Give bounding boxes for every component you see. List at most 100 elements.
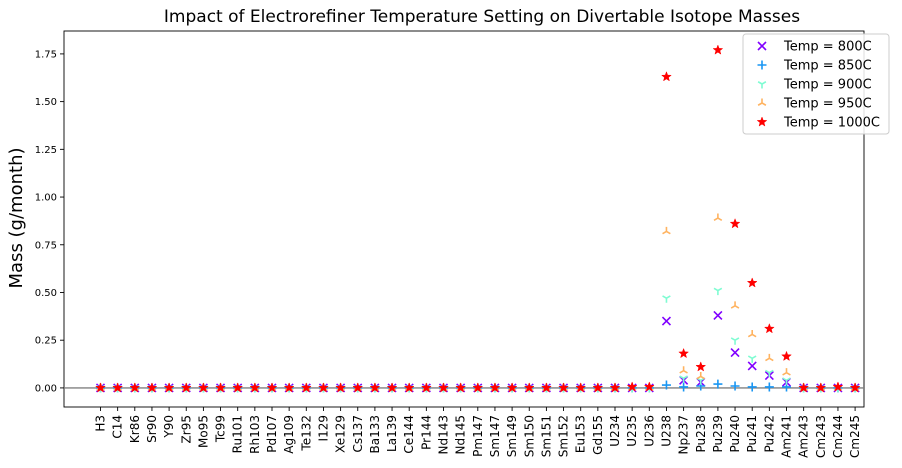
data-point bbox=[523, 382, 535, 393]
data-point bbox=[747, 329, 757, 338]
y-tick-label: 1.75 bbox=[35, 49, 57, 60]
data-point bbox=[747, 382, 757, 392]
data-point bbox=[712, 44, 724, 55]
data-point bbox=[163, 382, 175, 393]
x-tick-label: Zr95 bbox=[179, 415, 193, 443]
data-point bbox=[661, 316, 672, 326]
legend-label: Temp = 1000C bbox=[783, 116, 880, 131]
data-point bbox=[197, 382, 209, 393]
x-tick-label: U236 bbox=[642, 415, 656, 447]
x-tick-label: Sm150 bbox=[522, 415, 536, 457]
data-point bbox=[472, 382, 484, 393]
data-point bbox=[129, 382, 141, 393]
x-tick-label: Eu153 bbox=[574, 415, 588, 453]
x-tick-label: Tc99 bbox=[214, 415, 228, 443]
data-point bbox=[335, 382, 347, 393]
data-point bbox=[643, 381, 655, 392]
x-tick-label: Sm151 bbox=[539, 415, 553, 457]
chart-title: Impact of Electrorefiner Temperature Set… bbox=[164, 7, 800, 27]
x-tick-label: Pd107 bbox=[265, 415, 279, 453]
x-tick-label: Ru101 bbox=[231, 415, 245, 453]
x-tick-label: Nd143 bbox=[437, 415, 451, 455]
x-tick-label: U235 bbox=[625, 415, 639, 447]
data-point bbox=[679, 382, 689, 392]
y-tick-label: 1.25 bbox=[35, 145, 57, 156]
x-tick-label: Ag109 bbox=[282, 415, 296, 454]
data-point bbox=[713, 287, 723, 296]
x-tick-label: Sr90 bbox=[145, 415, 159, 443]
legend-label: Temp = 900C bbox=[783, 78, 872, 93]
series-3 bbox=[96, 213, 860, 391]
data-point bbox=[95, 382, 106, 393]
data-point bbox=[695, 361, 707, 372]
x-tick-label: Np237 bbox=[677, 415, 691, 455]
x-tick-label: Pu239 bbox=[711, 415, 725, 453]
x-tick-label: Pr144 bbox=[419, 415, 433, 450]
y-tick-label: 0.50 bbox=[35, 288, 57, 299]
data-point bbox=[662, 295, 671, 303]
y-axis-label: Mass (g/month) bbox=[6, 148, 27, 289]
data-point bbox=[696, 371, 706, 380]
y-tick-label: 0.00 bbox=[35, 383, 57, 394]
data-point bbox=[283, 382, 295, 393]
x-tick-label: Mo95 bbox=[196, 415, 210, 448]
data-point bbox=[679, 366, 688, 374]
x-tick-label: Am243 bbox=[797, 415, 811, 458]
data-point bbox=[730, 348, 740, 358]
data-point bbox=[763, 323, 775, 334]
x-tick-label: Cs137 bbox=[351, 415, 365, 453]
legend-marker bbox=[757, 98, 767, 106]
x-tick-label: Sm147 bbox=[488, 415, 502, 457]
data-point bbox=[592, 382, 604, 393]
x-tick-label: U234 bbox=[608, 415, 622, 447]
x-tick-label: Sm149 bbox=[505, 415, 519, 457]
legend-label: Temp = 950C bbox=[783, 97, 872, 112]
data-point bbox=[661, 380, 671, 390]
y-tick-label: 0.25 bbox=[35, 336, 57, 347]
data-point bbox=[420, 382, 432, 393]
data-point bbox=[266, 382, 278, 393]
x-tick-label: Rh103 bbox=[248, 415, 262, 454]
data-point bbox=[747, 361, 757, 371]
legend-marker bbox=[757, 60, 767, 70]
plot-frame bbox=[63, 30, 865, 408]
series-2 bbox=[96, 287, 860, 393]
x-tick-label: Te132 bbox=[299, 415, 313, 452]
data-point bbox=[575, 382, 587, 393]
data-point bbox=[747, 355, 757, 363]
data-point bbox=[506, 382, 518, 393]
legend-box bbox=[742, 33, 890, 135]
y-tick-label: 1.50 bbox=[35, 97, 57, 108]
x-tick-label: Y90 bbox=[162, 415, 176, 439]
data-point bbox=[815, 382, 827, 393]
data-point bbox=[232, 382, 244, 393]
data-point bbox=[112, 382, 124, 393]
data-point bbox=[765, 353, 774, 362]
data-point bbox=[609, 382, 621, 393]
x-tick-label: Pu238 bbox=[694, 415, 708, 453]
plot-area: 0.00 0.25 0.50 0.75 1.00 1.25 1.50 1.75 H3 C14 Kr8… bbox=[35, 30, 890, 458]
data-point bbox=[730, 337, 740, 345]
x-tick-label: Pu240 bbox=[728, 415, 742, 453]
data-point bbox=[746, 277, 758, 288]
x-tick-label: Cm245 bbox=[848, 415, 862, 458]
x-tick-label: C14 bbox=[111, 415, 125, 439]
data-point bbox=[662, 226, 671, 235]
data-point bbox=[782, 368, 791, 376]
x-tick-label: Pu241 bbox=[745, 415, 759, 453]
x-tick-label: Kr86 bbox=[128, 415, 142, 443]
data-point bbox=[765, 369, 774, 378]
x-tick-label: La139 bbox=[385, 415, 399, 452]
x-tick-label: Nd145 bbox=[454, 415, 468, 455]
data-point bbox=[832, 381, 844, 392]
data-point bbox=[318, 382, 329, 393]
y-tick-label: 1.00 bbox=[35, 193, 57, 204]
data-point bbox=[300, 382, 312, 393]
legend-marker bbox=[757, 41, 767, 51]
x-tick-label: Cm244 bbox=[831, 415, 845, 458]
data-point bbox=[455, 382, 467, 393]
data-point bbox=[352, 382, 364, 393]
x-tick-label: Gd155 bbox=[591, 415, 605, 455]
data-point bbox=[489, 382, 501, 393]
x-tick-label: U238 bbox=[659, 415, 673, 447]
